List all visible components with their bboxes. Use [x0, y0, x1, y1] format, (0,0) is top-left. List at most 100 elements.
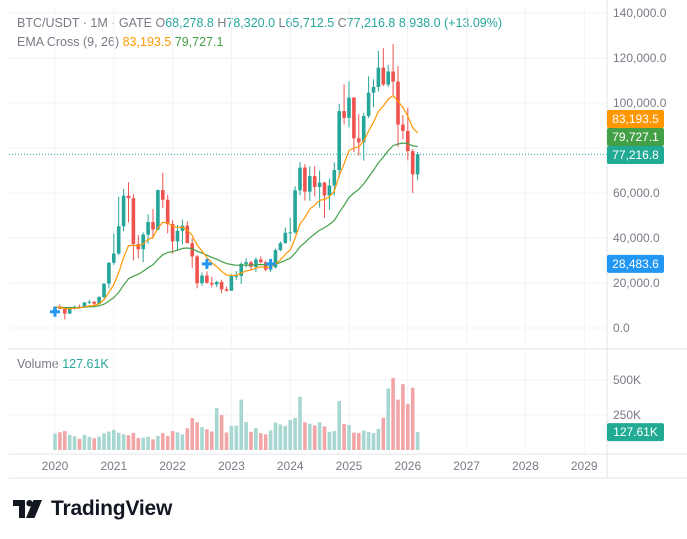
candle-body — [170, 224, 175, 242]
candle-body — [141, 234, 145, 250]
volume-bar — [406, 404, 410, 450]
volume-bar — [352, 432, 356, 450]
candle-body — [165, 199, 170, 225]
volume-bar — [244, 422, 248, 450]
volume-bar — [77, 438, 82, 450]
volume-bar — [141, 437, 145, 450]
volume-bar — [278, 424, 283, 450]
volume-bar — [170, 431, 175, 450]
candle-body — [239, 263, 243, 276]
volume-bar — [161, 433, 165, 450]
volume-bar — [219, 415, 224, 450]
candle-body — [415, 154, 420, 175]
candle-body — [376, 67, 381, 88]
candle-body — [156, 190, 160, 230]
tradingview-logo[interactable]: TradingView — [13, 497, 172, 521]
year-tick-label: 2025 — [336, 459, 363, 473]
volume-bar — [342, 424, 346, 450]
volume-bar — [401, 384, 405, 450]
volume-bar — [53, 433, 57, 450]
candle-body — [87, 301, 92, 303]
volume-bar — [229, 425, 234, 450]
volume-bars — [53, 377, 420, 450]
low-label: L — [278, 16, 286, 30]
candle-body — [298, 167, 302, 191]
brand-name: TradingView — [51, 497, 173, 520]
candle-body — [131, 198, 136, 245]
volume-bar — [259, 433, 263, 450]
volume-bar — [67, 434, 72, 450]
close-label: C — [337, 16, 347, 30]
low-value: 65,712.5 — [285, 16, 335, 30]
ema-fast-line — [54, 94, 419, 310]
candle-body — [234, 275, 239, 277]
high-label: H — [217, 16, 227, 30]
year-tick-label: 2028 — [512, 459, 539, 473]
volume-tag: 127.61K — [607, 423, 664, 442]
candle-body — [229, 276, 234, 291]
volume-bar — [376, 428, 381, 450]
candle-body — [371, 87, 376, 93]
volume-tag-bg — [607, 423, 664, 442]
volume-bar — [322, 426, 327, 450]
candle-body — [82, 302, 87, 308]
volume-bar — [298, 396, 302, 450]
price-tick-label: 60,000.0 — [613, 186, 660, 200]
price-tick-label: 40,000.0 — [613, 231, 660, 245]
candle-body — [308, 176, 312, 192]
volume-bar — [102, 433, 106, 450]
candle-body — [366, 92, 371, 117]
volume-bar — [116, 432, 121, 450]
candle-body — [254, 259, 258, 267]
volume-bar — [82, 434, 87, 450]
price-chart[interactable]: 0.020,000.040,000.060,000.080,000.0100,0… — [0, 0, 687, 490]
volume-bar — [72, 436, 77, 450]
candle-body — [357, 138, 361, 143]
ema-fast-value: 83,193.5 — [122, 35, 172, 49]
volume-bar — [224, 432, 229, 450]
change-value: 8,938.0 (+13.09%) — [398, 16, 503, 30]
volume-bar — [371, 432, 376, 450]
ema-fast-tag-text: 83,193.5 — [612, 112, 659, 126]
volume-bar — [175, 432, 180, 450]
grid — [9, 0, 687, 479]
price-tick-label: 120,000.0 — [613, 51, 667, 65]
ema-slow-line — [54, 142, 418, 309]
ema-slow-tag-bg — [607, 128, 664, 146]
candle-body — [327, 185, 332, 196]
candle-body — [332, 170, 337, 186]
candles — [53, 44, 420, 320]
candle-body — [410, 151, 415, 175]
volume-bar — [131, 432, 136, 450]
candle-body — [381, 67, 386, 85]
year-tick-label: 2029 — [571, 459, 598, 473]
candle-body — [126, 195, 131, 199]
time-axis: 2020 2021 2022 2023 2024 2025 2026 2027 2028 2029 — [42, 459, 598, 473]
candle-body — [278, 243, 283, 251]
volume-bar — [308, 423, 312, 450]
cross-marker — [50, 306, 60, 317]
volume-bar — [312, 425, 317, 450]
last-price-tag-text: 77,216.8 — [612, 148, 659, 162]
volume-bar — [327, 431, 332, 450]
candle-body — [273, 250, 278, 268]
volume-bar — [386, 388, 390, 450]
candle-body — [67, 308, 72, 314]
marker-price-tag: 28,483.6 — [607, 254, 664, 273]
candle-body — [352, 97, 356, 139]
ema-header: EMA Cross (9, 26) 83,193.5 79,727.1 — [17, 35, 223, 49]
volume-bar — [151, 439, 155, 450]
candle-body — [185, 225, 190, 244]
volume-bar — [165, 436, 170, 450]
candle-body — [92, 301, 96, 304]
candle-body — [97, 296, 101, 304]
volume-tick-label: 250K — [613, 408, 641, 422]
volume-bar — [268, 430, 273, 450]
candle-body — [303, 167, 307, 192]
candle-body — [190, 243, 194, 257]
volume-bar — [185, 428, 190, 450]
volume-bar — [347, 425, 351, 450]
ema-fast-tag-bg — [607, 110, 664, 128]
candle-body — [401, 124, 405, 131]
volume-bar — [288, 419, 292, 450]
